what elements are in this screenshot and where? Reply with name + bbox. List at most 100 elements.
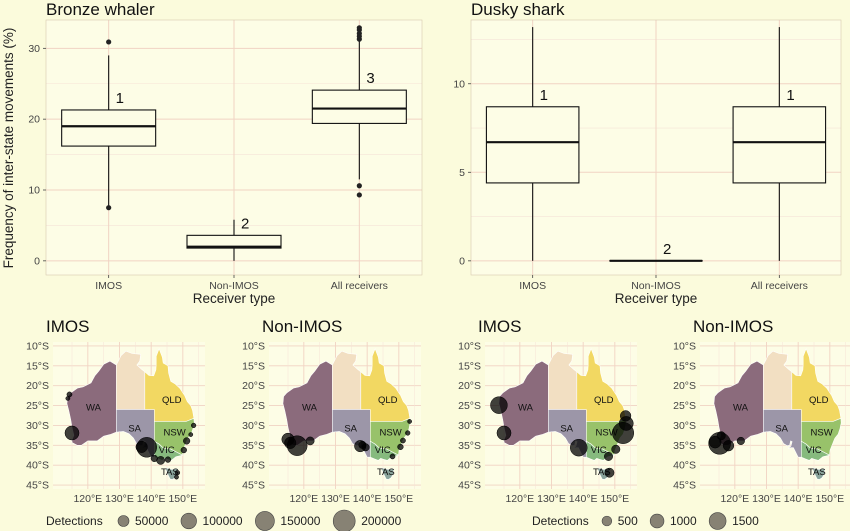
detection-point bbox=[164, 456, 172, 463]
state-label-wa: WA bbox=[302, 403, 318, 414]
map-title-3: IMOS bbox=[478, 317, 521, 336]
lon-tick-label: 130°E bbox=[752, 493, 781, 505]
detection-point bbox=[405, 430, 411, 436]
state-label-tas: TAS bbox=[377, 467, 395, 478]
outlier-point bbox=[106, 205, 112, 211]
lat-tick-label: 35°S bbox=[26, 440, 49, 452]
lat-tick-label: 25°S bbox=[673, 400, 696, 412]
state-label-nsw: NSW bbox=[380, 427, 402, 438]
boxplot-bronze-2: 3 bbox=[311, 25, 407, 198]
state-label-sa: SA bbox=[128, 423, 141, 434]
map-title-1: IMOS bbox=[46, 317, 89, 336]
lat-tick-label: 15°S bbox=[242, 360, 265, 372]
detection-point bbox=[722, 440, 735, 452]
lat-tick-label: 10°S bbox=[673, 340, 696, 352]
lat-tick-label: 45°S bbox=[673, 480, 696, 492]
state-label-vic: VIC bbox=[806, 445, 822, 456]
state-label-sa: SA bbox=[344, 423, 357, 434]
state-label-qld: QLD bbox=[594, 395, 614, 406]
map-panel-3: WA SA QLD NSW VIC TAS 10°S 15°S 20°S 25°S 30°S 35°S… bbox=[673, 340, 850, 505]
outlier-point bbox=[106, 39, 112, 45]
x-tick-label: IMOS bbox=[95, 280, 122, 292]
lon-tick-label: 130°E bbox=[537, 493, 566, 505]
legend-symbol bbox=[649, 513, 665, 529]
lat-tick-label: 30°S bbox=[242, 420, 265, 432]
lat-tick-label: 15°S bbox=[26, 360, 49, 372]
lat-tick-label: 40°S bbox=[458, 460, 481, 472]
lon-tick-label: 120°E bbox=[505, 493, 534, 505]
lat-tick-label: 25°S bbox=[458, 400, 481, 412]
legend-symbol bbox=[601, 515, 613, 527]
detection-point bbox=[361, 443, 370, 452]
group-label: 2 bbox=[241, 215, 249, 232]
box bbox=[186, 234, 282, 249]
state-label-sa: SA bbox=[560, 423, 573, 434]
map-panel-1: WA SA QLD NSW VIC TAS 10°S 15°S 20°S 25°S 30°S 35°S… bbox=[242, 340, 421, 505]
y-tick-label: 10 bbox=[453, 78, 465, 90]
lat-tick-label: 10°S bbox=[26, 340, 49, 352]
outlier-point bbox=[356, 25, 362, 31]
detection-point bbox=[156, 456, 165, 465]
map-panel-2: WA SA QLD NSW VIC TAS 10°S 15°S 20°S 25°S 30°S 35°S… bbox=[458, 340, 637, 505]
lon-tick-label: 140°E bbox=[137, 493, 166, 505]
state-label-nsw: NSW bbox=[164, 427, 186, 438]
state-label-nsw: NSW bbox=[811, 427, 833, 438]
lat-tick-label: 15°S bbox=[673, 360, 696, 372]
group-label: 1 bbox=[116, 90, 124, 107]
state-wa bbox=[498, 360, 549, 446]
lat-tick-label: 15°S bbox=[458, 360, 481, 372]
y-tick-label: 10 bbox=[28, 185, 40, 197]
lon-tick-label: 150°E bbox=[384, 493, 413, 505]
state-tas bbox=[381, 467, 394, 480]
group-label: 3 bbox=[366, 70, 374, 87]
detection-point bbox=[286, 435, 308, 456]
y-tick-label: 20 bbox=[28, 114, 40, 126]
boxplots-bronze: 1 2 3 bbox=[61, 25, 407, 261]
y-tick-label: 30 bbox=[28, 43, 40, 55]
state-label-qld: QLD bbox=[378, 395, 398, 406]
detection-point bbox=[65, 396, 71, 401]
state-label-vic: VIC bbox=[375, 445, 391, 456]
detection-point bbox=[612, 422, 634, 444]
lat-tick-label: 40°S bbox=[26, 460, 49, 472]
lon-tick-label: 150°E bbox=[168, 493, 197, 505]
x-tick-label: All receivers bbox=[751, 280, 808, 292]
group-label: 1 bbox=[540, 87, 548, 104]
lon-tick-label: 130°E bbox=[321, 493, 350, 505]
legend-symbol bbox=[117, 515, 130, 527]
y-tick-label: 0 bbox=[459, 255, 465, 267]
lat-tick-label: 10°S bbox=[458, 340, 481, 352]
detection-point bbox=[611, 444, 621, 454]
lat-tick-label: 20°S bbox=[242, 380, 265, 392]
boxplot-bronze-0: 1 bbox=[61, 39, 157, 211]
detection-point bbox=[570, 438, 588, 457]
detection-point bbox=[407, 419, 412, 424]
lon-tick-label: 130°E bbox=[105, 493, 134, 505]
x-axis-label-bronze: Receiver type bbox=[193, 291, 276, 306]
state-tas bbox=[812, 467, 825, 480]
state-label-vic: VIC bbox=[159, 445, 175, 456]
legend-label: 150000 bbox=[280, 514, 320, 528]
state-label-nsw: NSW bbox=[596, 427, 618, 438]
detection-point bbox=[604, 451, 613, 461]
group-label: 1 bbox=[786, 87, 794, 104]
lat-tick-label: 35°S bbox=[673, 440, 696, 452]
y-axis-label: Frequency of inter-state movements (%) bbox=[1, 28, 16, 269]
lon-tick-label: 120°E bbox=[73, 493, 102, 505]
outlier-point bbox=[356, 183, 362, 189]
detection-point bbox=[183, 437, 191, 445]
state-label-tas: TAS bbox=[161, 467, 179, 478]
ticks-dusky: 0 5 10 IMOS Non-IMOS All receivers bbox=[453, 78, 808, 292]
state-label-wa: WA bbox=[86, 403, 102, 414]
detection-point bbox=[708, 435, 722, 449]
state-label-vic: VIC bbox=[591, 445, 607, 456]
legends: 50000 100000 150000 200000 500 1000 1500 bbox=[117, 509, 759, 531]
lon-tick-label: 120°E bbox=[720, 493, 749, 505]
state-label-tas: TAS bbox=[808, 467, 826, 478]
legend-label: 1000 bbox=[670, 514, 697, 528]
boxplots-dusky: 1 2 1 bbox=[485, 27, 827, 262]
legend-label: 1500 bbox=[732, 514, 759, 528]
map-title-4: Non-IMOS bbox=[693, 317, 773, 336]
x-tick-label: All receivers bbox=[331, 280, 388, 292]
detection-point bbox=[736, 436, 745, 445]
